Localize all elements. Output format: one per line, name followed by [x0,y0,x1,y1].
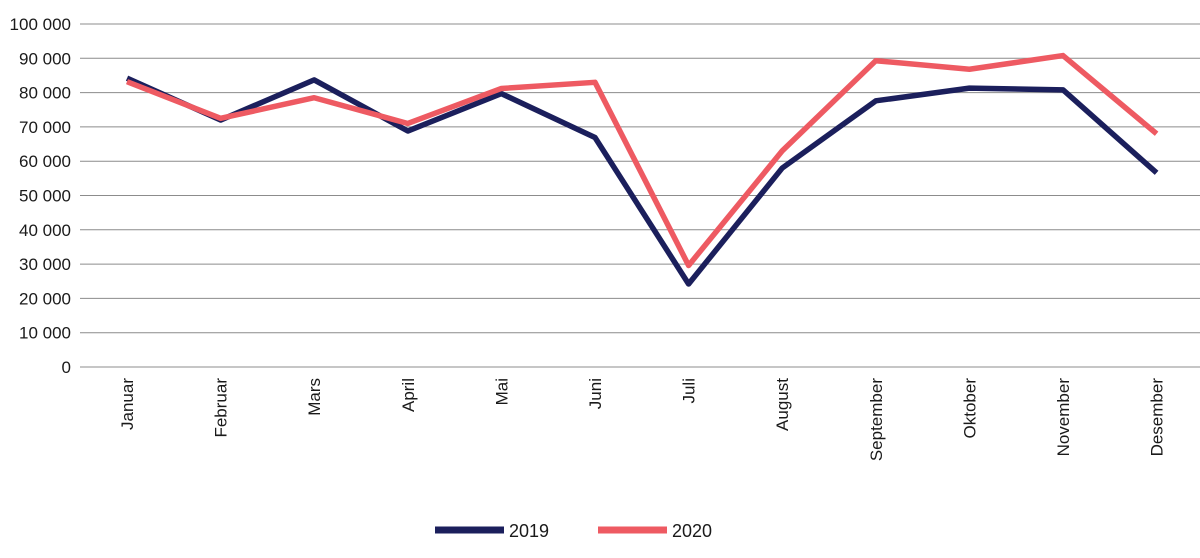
series-line-2020 [125,52,1159,269]
y-tick-label: 0 [62,358,71,377]
legend: 2019 2020 [435,521,712,541]
x-tick-label: Oktober [960,378,979,439]
legend-label-2019: 2019 [509,521,549,541]
series-line-2019 [125,75,1159,287]
y-tick-label: 50 000 [19,187,71,206]
y-tick-label: 60 000 [19,152,71,171]
x-tick-label: Mai [492,378,511,405]
y-tick-label: 70 000 [19,118,71,137]
x-tick-label: Februar [212,378,231,438]
x-tick-label: April [399,378,418,412]
x-tick-label: Januar [118,378,137,430]
y-tick-label: 40 000 [19,221,71,240]
x-tick-label: Juni [586,378,605,409]
series-lines [125,52,1159,287]
legend-label-2020: 2020 [672,521,712,541]
x-tick-label: September [867,378,886,461]
x-axis-tick-labels: Januar Februar Mars April Mai Juni Juli August S… [118,378,1167,462]
x-tick-label: August [773,378,792,431]
y-tick-label: 90 000 [19,49,71,68]
y-tick-label: 100 000 [10,15,71,34]
x-tick-label: Juli [680,378,699,404]
y-axis-tick-labels: 0 10 000 20 000 30 000 40 000 50 000 60 000 70 … [10,15,71,377]
y-tick-label: 10 000 [19,324,71,343]
x-tick-label: Mars [305,378,324,416]
y-tick-label: 20 000 [19,289,71,308]
x-tick-label: November [1054,378,1073,457]
gridlines [80,23,1200,368]
y-tick-label: 30 000 [19,255,71,274]
y-tick-label: 80 000 [19,84,71,103]
x-tick-label: Desember [1148,378,1167,457]
